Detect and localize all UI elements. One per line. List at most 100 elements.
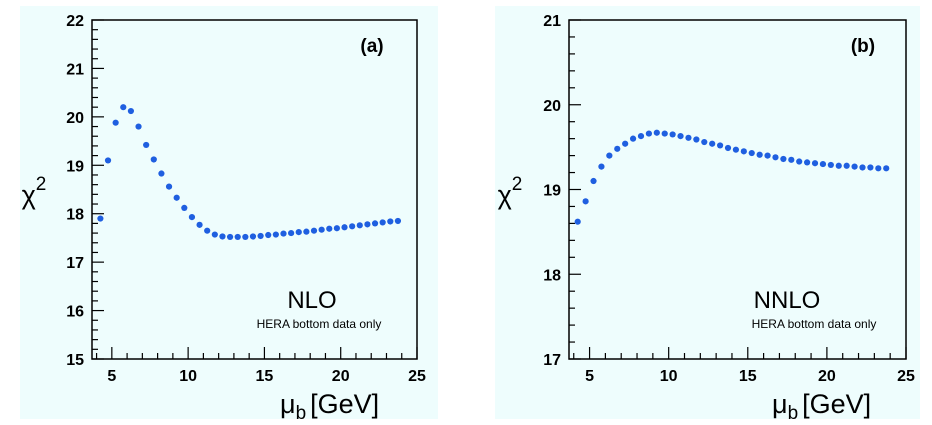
y-tick-label: 15 [66, 352, 84, 369]
x-tick-label: 5 [585, 368, 594, 385]
x-tick-label: 5 [107, 368, 116, 385]
data-point [677, 133, 684, 140]
data-point [661, 130, 668, 137]
data-point [637, 133, 645, 140]
y-tick-label: 20 [543, 98, 561, 115]
y-tick-label: 22 [66, 13, 84, 30]
y-tick-label: 19 [543, 183, 561, 200]
y-tick-label: 17 [66, 255, 84, 272]
data-point [574, 218, 581, 225]
data-point [724, 144, 732, 152]
x-tick-label: 25 [408, 368, 426, 385]
data-point [732, 146, 740, 153]
panel-label: (b) [851, 36, 875, 57]
data-point [371, 220, 379, 227]
data-point [614, 145, 621, 152]
data-point [135, 123, 142, 130]
data-point [242, 233, 249, 241]
y-axis-title-main: χ [22, 180, 36, 210]
y-axis-title: χ2 [498, 174, 523, 210]
y-tick-label: 17 [543, 352, 561, 369]
data-point [280, 230, 287, 237]
panel-background [495, 6, 920, 419]
data-point [394, 217, 402, 225]
data-point [859, 164, 866, 171]
panel-background [20, 6, 438, 419]
data-point [249, 233, 257, 240]
data-point [211, 231, 218, 238]
data-point [333, 225, 340, 232]
panel-label: (a) [360, 36, 383, 57]
data-point [265, 231, 272, 239]
data-point [234, 233, 241, 241]
data-point [843, 162, 850, 169]
y-axis-title-sup: 2 [36, 174, 47, 195]
data-point [756, 151, 763, 158]
data-point [196, 221, 203, 228]
data-point [764, 152, 771, 159]
x-axis-title-main: μ [280, 389, 296, 419]
x-tick-label: 10 [179, 368, 197, 385]
data-point [582, 198, 589, 205]
data-point [272, 231, 279, 238]
data-point [622, 140, 629, 147]
chart-panel-a: 5 10 15 20 25 15 16 17 18 19 20 21 22 (a) NLO HERA bott… [20, 6, 438, 424]
x-axis-title-sub: b [296, 403, 307, 424]
data-point [590, 177, 597, 185]
data-point [318, 226, 325, 233]
data-point [748, 149, 755, 157]
y-axis-title: χ2 [22, 174, 47, 210]
data-point [295, 229, 302, 236]
data-point [150, 156, 157, 163]
x-tick-label: 25 [897, 368, 915, 385]
data-point [188, 214, 196, 221]
y-tick-label: 19 [66, 158, 84, 175]
data-point [851, 163, 858, 170]
data-point [379, 219, 386, 226]
data-point [143, 141, 150, 149]
note-label: HERA bottom data only [257, 317, 382, 331]
data-point [740, 148, 747, 155]
data-point [835, 162, 842, 169]
x-axis-title-sub: b [788, 403, 799, 424]
x-tick-label: 15 [739, 368, 757, 385]
data-point [257, 232, 264, 240]
data-point [827, 161, 834, 169]
data-point [804, 159, 811, 166]
note-label: HERA bottom data only [752, 317, 877, 331]
data-point [226, 233, 234, 241]
data-point [716, 142, 724, 149]
x-axis-title-main: μ [772, 389, 788, 419]
x-axis-title: μb [GeV] [280, 389, 379, 424]
data-point [349, 223, 356, 230]
data-point [772, 154, 779, 161]
data-point [173, 194, 180, 201]
data-point [693, 136, 700, 143]
data-point [364, 221, 371, 228]
data-point [788, 156, 795, 163]
x-tick-label: 10 [660, 368, 678, 385]
y-tick-label: 21 [543, 13, 561, 30]
data-point [796, 158, 803, 165]
data-point [120, 104, 127, 111]
data-point [669, 131, 676, 138]
data-point [685, 134, 692, 141]
data-point [341, 224, 348, 231]
data-point [219, 233, 226, 240]
data-point [883, 165, 890, 172]
data-point [819, 160, 827, 168]
y-tick-label: 20 [66, 110, 84, 127]
data-point [875, 165, 882, 172]
data-point [112, 119, 119, 126]
data-point [127, 107, 135, 115]
y-axis-title-main: χ [498, 180, 512, 210]
data-point [165, 183, 173, 190]
data-point [158, 170, 165, 177]
data-point [97, 215, 104, 222]
data-point [387, 218, 394, 225]
data-point [709, 140, 716, 147]
y-axis-title-sup: 2 [512, 174, 523, 195]
data-point [629, 135, 637, 142]
